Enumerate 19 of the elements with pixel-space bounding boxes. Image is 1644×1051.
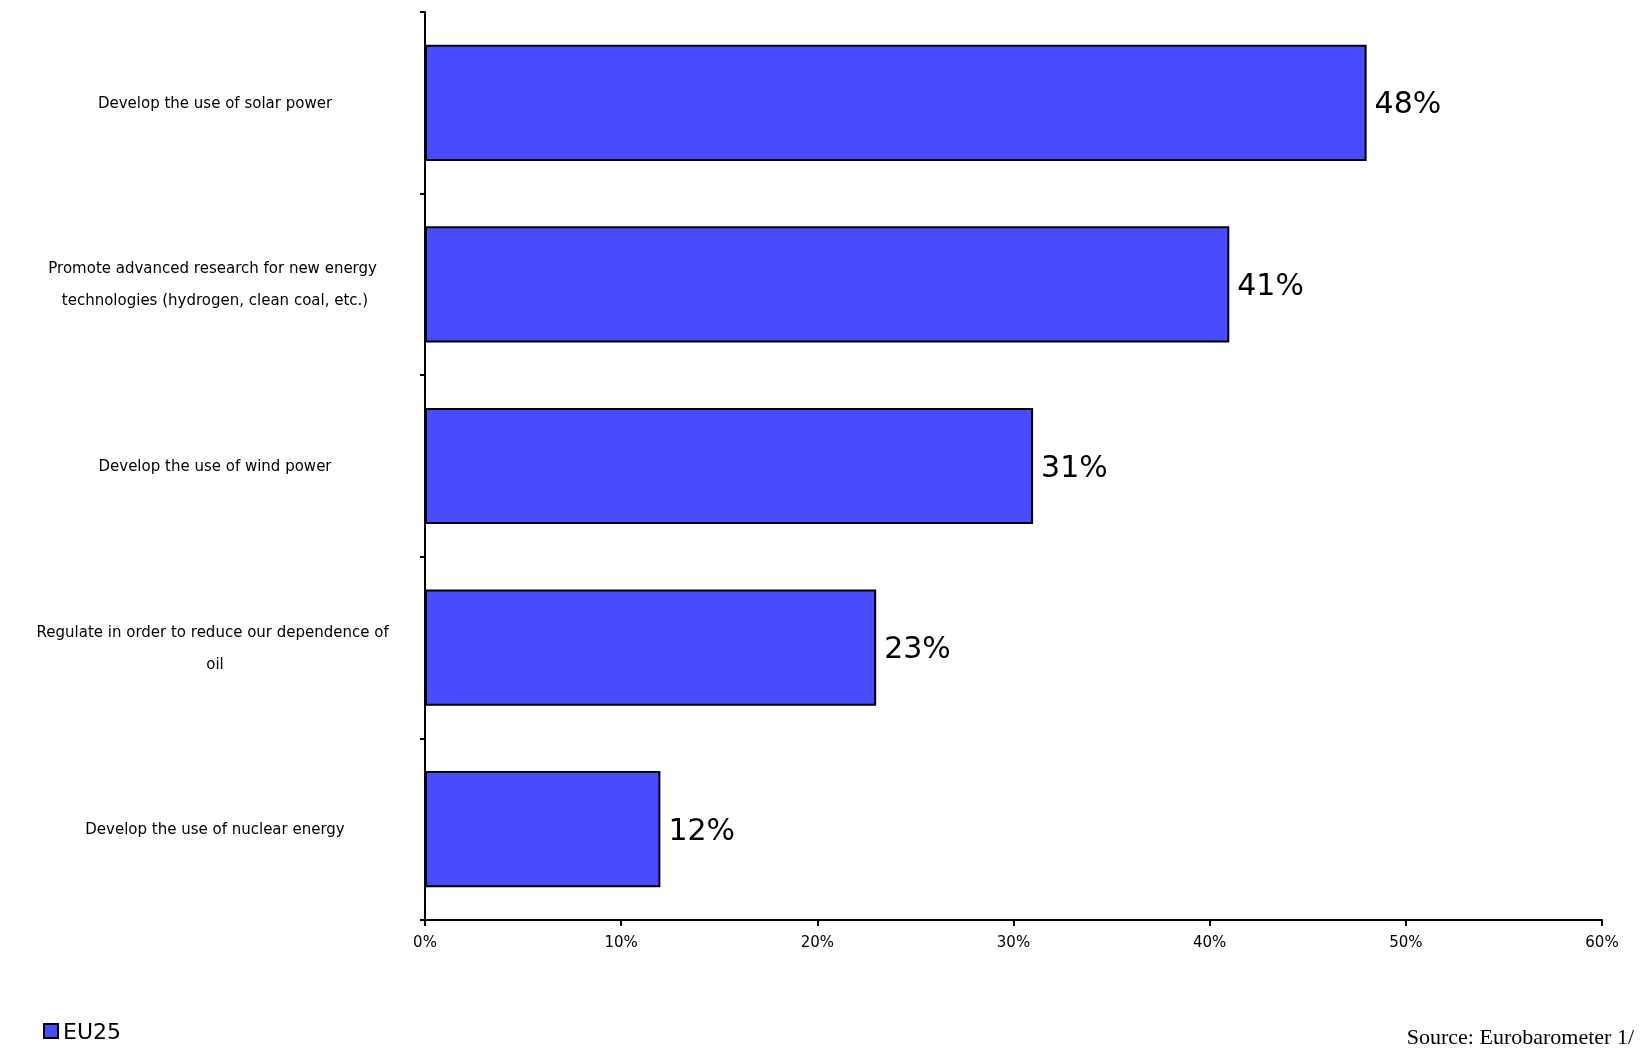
- data-label: 48%: [1374, 85, 1442, 121]
- y-tick-label: Develop the use of nuclear energy: [85, 820, 345, 839]
- y-tick-label: Develop the use of solar power: [97, 93, 333, 112]
- x-tick-label: 0%: [413, 932, 437, 951]
- x-tick-label: 30%: [996, 932, 1031, 951]
- y-tick-label: Regulate in order to reduce our dependence of oil: [36, 622, 394, 673]
- data-label: 41%: [1237, 266, 1304, 302]
- y-tick-label: Promote advanced research for new energy technologies (hydrogen, clean coal, etc.): [48, 259, 382, 310]
- x-tick-label: 60%: [1585, 932, 1619, 951]
- source-note: Source: Eurobarometer 1/: [1406, 1023, 1635, 1049]
- y-tick-label: Develop the use of wind power: [98, 457, 333, 475]
- data-label: 23%: [884, 630, 951, 666]
- x-tick-label: 50%: [1389, 932, 1423, 951]
- x-tick-label: 10%: [604, 932, 638, 951]
- x-tick-label: 40%: [1192, 932, 1227, 951]
- x-tick-label: 20%: [800, 932, 835, 951]
- data-label: 12%: [668, 811, 736, 847]
- legend-label: EU25: [63, 1018, 121, 1044]
- data-label: 31%: [1041, 448, 1108, 484]
